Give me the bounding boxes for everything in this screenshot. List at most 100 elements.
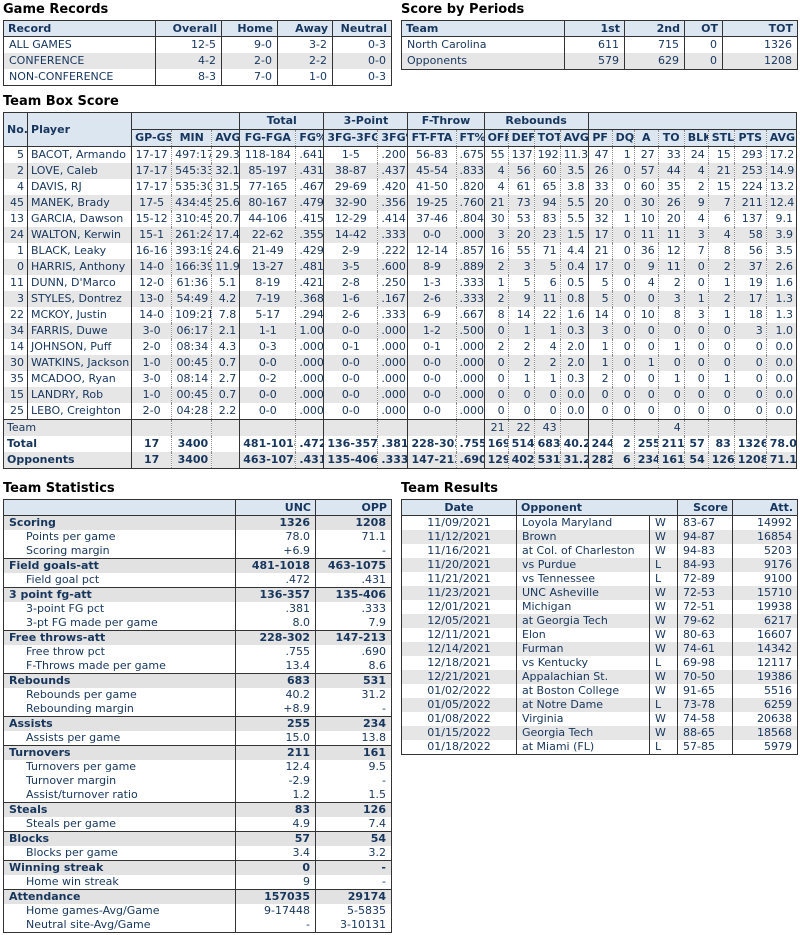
stat-opp-value: 71.1 <box>315 530 392 544</box>
score-periods-body: North Carolina 611 715 0 1326 Opponents … <box>401 36 798 70</box>
dq-value: 0 <box>611 355 635 371</box>
fgpct-value: .368 <box>295 291 324 307</box>
tot-value: 1 <box>533 371 561 387</box>
fgfga-value: 5-17 <box>239 307 296 323</box>
stl-value: 2 <box>707 291 735 307</box>
player-number: 24 <box>10 228 25 241</box>
result-date: 12/11/2021 <box>427 628 491 641</box>
bottom-row: Team Statistics UNC OPP Scoring 1326 <box>3 481 799 933</box>
pts-value: 224 <box>733 179 767 195</box>
away-value: 2-2 <box>277 53 333 69</box>
stat-label: Home win streak <box>26 875 119 888</box>
stat-label: Blocks per game <box>26 846 118 859</box>
pf-value: 17 <box>587 227 613 243</box>
player-header: Player <box>27 112 132 147</box>
stl-value: 21 <box>707 163 735 179</box>
stat-label: Assists <box>3 716 236 731</box>
def-value: 73 <box>507 195 535 211</box>
pts-value: 137 <box>733 211 767 227</box>
result-opponent: UNC Asheville <box>516 586 650 600</box>
stat-label: Rebounds per game <box>26 688 137 701</box>
to-value: 1 <box>657 371 685 387</box>
min-value: 00:45 <box>171 355 212 371</box>
result-score: 57-85 <box>677 740 733 755</box>
stl-value: 126 <box>707 452 735 469</box>
def-value: 55 <box>507 243 535 259</box>
fgfga-value <box>239 419 296 436</box>
neutral-value: 0-3 <box>332 69 392 86</box>
fgpct-value: .415 <box>295 211 324 227</box>
avg-value: 11.9 <box>211 259 240 275</box>
stat-row: 3-pt FG made per game 8.0 7.9 <box>4 616 392 631</box>
opponent-header: Opponent <box>515 499 678 516</box>
dq-value: 0 <box>611 179 635 195</box>
pts-avg-value: 0.0 <box>765 403 797 420</box>
player-name: BACOT, Armando <box>27 146 132 163</box>
assists-value: 11 <box>633 227 659 243</box>
stat-opp-value: - <box>315 702 392 717</box>
def-value: 56 <box>507 163 535 179</box>
stat-label: Winning streak <box>3 860 236 875</box>
ftpct-value: .000 <box>455 387 485 403</box>
fgpct-value: .000 <box>295 355 324 371</box>
stat-row: Rebounding margin +8.9 - <box>4 702 392 717</box>
result-win-loss: L <box>648 656 678 670</box>
player-name: WATKINS, Jackson <box>27 355 132 371</box>
result-win-loss: W <box>648 530 678 544</box>
result-date: 12/18/2021 <box>427 656 491 669</box>
pts-avg-value: 71.1 <box>765 452 797 469</box>
stat-row: 3 point fg-att 136-357 135-406 <box>3 587 392 602</box>
tot-value: 94 <box>533 195 561 211</box>
tfg-header: 3FG-3FGA <box>323 129 378 147</box>
player-name: LANDRY, Rob <box>27 387 132 403</box>
stat-unc-value: 8.0 <box>235 616 316 631</box>
min-value: 261:24 <box>171 227 212 243</box>
tfg-value: 0-0 <box>323 403 378 420</box>
stat-label: Neutral site-Avg/Game <box>26 918 151 931</box>
stat-unc-value: 0 <box>235 860 316 875</box>
dq-value: 0 <box>611 403 635 420</box>
result-date: 01/02/2022 <box>427 684 491 697</box>
tfgpct-value: .000 <box>377 355 408 371</box>
min-value: 310:45 <box>171 211 212 227</box>
stat-unc-value: 255 <box>235 716 316 731</box>
ftfta-value: 6-9 <box>407 307 457 323</box>
stl-value: 15 <box>707 179 735 195</box>
dq-value: 0 <box>611 163 635 179</box>
tfgpct-value: .000 <box>377 387 408 403</box>
player-row: 14 JOHNSON, Puff 2-0 08:34 4.3 0-3 .000 … <box>4 339 797 355</box>
pts-value: 56 <box>733 243 767 259</box>
assists-value: 0 <box>633 339 659 355</box>
result-row: 01/02/2022 at Boston College W 91-65 551… <box>402 684 798 698</box>
ftfta-value: 0-0 <box>407 371 457 387</box>
stat-row: 3-point FG pct .381 .333 <box>4 602 392 616</box>
fgpct-value: .355 <box>295 227 324 243</box>
result-opponent: vs Kentucky <box>516 656 650 670</box>
stat-unc-value: 1.2 <box>235 788 316 803</box>
player-name: MANEK, Brady <box>27 195 132 211</box>
ftpct-value: .000 <box>455 339 485 355</box>
stat-label: Blocks <box>3 831 236 846</box>
record-label: ALL GAMES <box>9 38 72 51</box>
ot-value: 0 <box>684 53 723 70</box>
min-value: 545:33 <box>171 163 212 179</box>
def-value: 61 <box>507 179 535 195</box>
dq-value: 0 <box>611 195 635 211</box>
stat-unc-value: 1326 <box>235 515 316 530</box>
stat-row: F-Throws made per game 13.4 8.6 <box>4 659 392 674</box>
fgfga-value: 481-1018 <box>239 436 296 452</box>
tot-value: 0 <box>533 387 561 403</box>
game-records-section: Game Records Record Overall Home Away Ne… <box>3 2 392 86</box>
result-win-loss: W <box>648 586 678 600</box>
result-date: 12/14/2021 <box>427 642 491 655</box>
off-value: 30 <box>483 211 509 227</box>
tot-value: 1208 <box>722 53 798 70</box>
blk-value: 0 <box>683 371 709 387</box>
stat-unc-value: .381 <box>235 602 316 616</box>
record-label: CONFERENCE <box>9 54 85 67</box>
stat-opp-value: .431 <box>315 573 392 588</box>
ftfta-value: 56-83 <box>407 146 457 163</box>
ftpct-value: .675 <box>455 146 485 163</box>
player-name: STYLES, Dontrez <box>27 291 132 307</box>
pf-value: 47 <box>587 146 613 163</box>
